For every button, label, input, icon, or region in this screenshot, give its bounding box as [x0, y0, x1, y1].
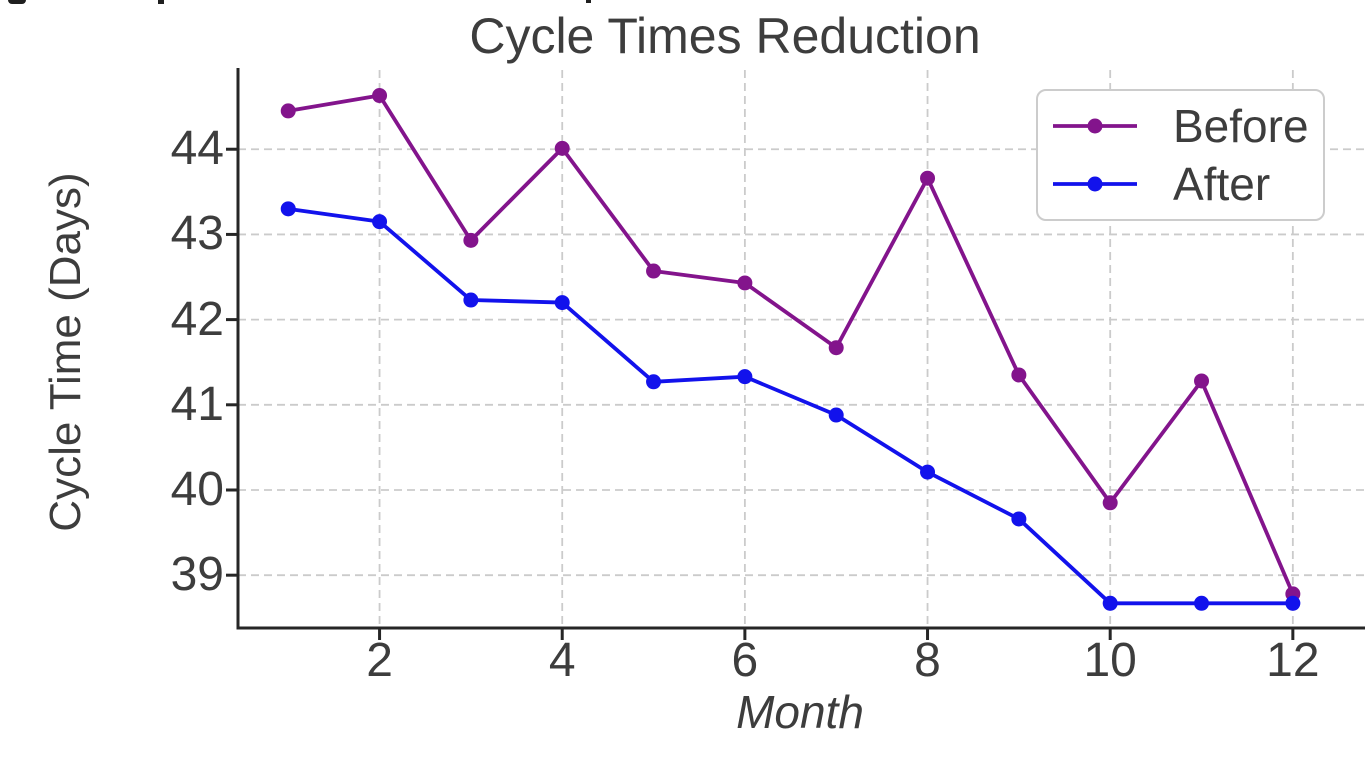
y-tick-label: 44 [170, 122, 224, 176]
x-tick-label: 12 [1266, 634, 1320, 687]
data-point-after [1102, 595, 1118, 611]
legend-item-after: After [1038, 161, 1323, 207]
data-point-before [646, 263, 662, 279]
data-point-before [1194, 373, 1210, 389]
cropped-text-artifact [586, 0, 591, 3]
chart-title: Cycle Times Reduction [469, 8, 981, 64]
x-tick-label: 6 [731, 634, 759, 687]
x-tick-label: 8 [914, 634, 941, 687]
y-tick-label: 39 [170, 548, 224, 602]
x-tick-label: 4 [548, 634, 576, 687]
data-point-before [372, 88, 388, 104]
data-point-before [554, 140, 570, 156]
data-point-after [737, 369, 753, 385]
data-point-after [1285, 595, 1301, 611]
data-point-after [1194, 595, 1210, 611]
data-point-before [463, 232, 479, 248]
y-tick-label: 43 [170, 207, 224, 261]
data-point-before [1011, 367, 1027, 383]
cropped-text-artifact [8, 0, 26, 4]
data-point-before [737, 275, 753, 291]
data-point-before [828, 340, 844, 356]
series-line-after [286, 206, 1295, 606]
y-tick-label: 42 [170, 292, 224, 346]
series-line-before [286, 93, 1295, 596]
legend-line-swatch [1053, 118, 1137, 134]
x-axis-label: Month [736, 686, 864, 738]
data-point-after [463, 292, 479, 308]
x-tick-label: 2 [366, 634, 393, 687]
legend-line-swatch [1053, 176, 1137, 192]
legend-label: After [1173, 158, 1271, 210]
data-point-after [280, 201, 296, 217]
data-point-before [1102, 495, 1118, 511]
x-tick-label: 10 [1083, 634, 1137, 687]
data-point-after [920, 464, 936, 480]
data-point-before [920, 170, 936, 186]
y-tick-label: 40 [170, 462, 224, 516]
cropped-text-artifact [158, 0, 164, 4]
legend-item-before: Before [1038, 103, 1323, 149]
y-tick-label: 41 [170, 377, 224, 431]
data-point-before [280, 103, 296, 119]
data-point-after [554, 295, 570, 311]
data-point-after [646, 374, 662, 390]
legend: Before After [1036, 89, 1325, 221]
data-point-after [1011, 511, 1027, 527]
data-point-after [828, 407, 844, 423]
data-point-after [372, 214, 388, 230]
legend-label: Before [1173, 100, 1309, 152]
